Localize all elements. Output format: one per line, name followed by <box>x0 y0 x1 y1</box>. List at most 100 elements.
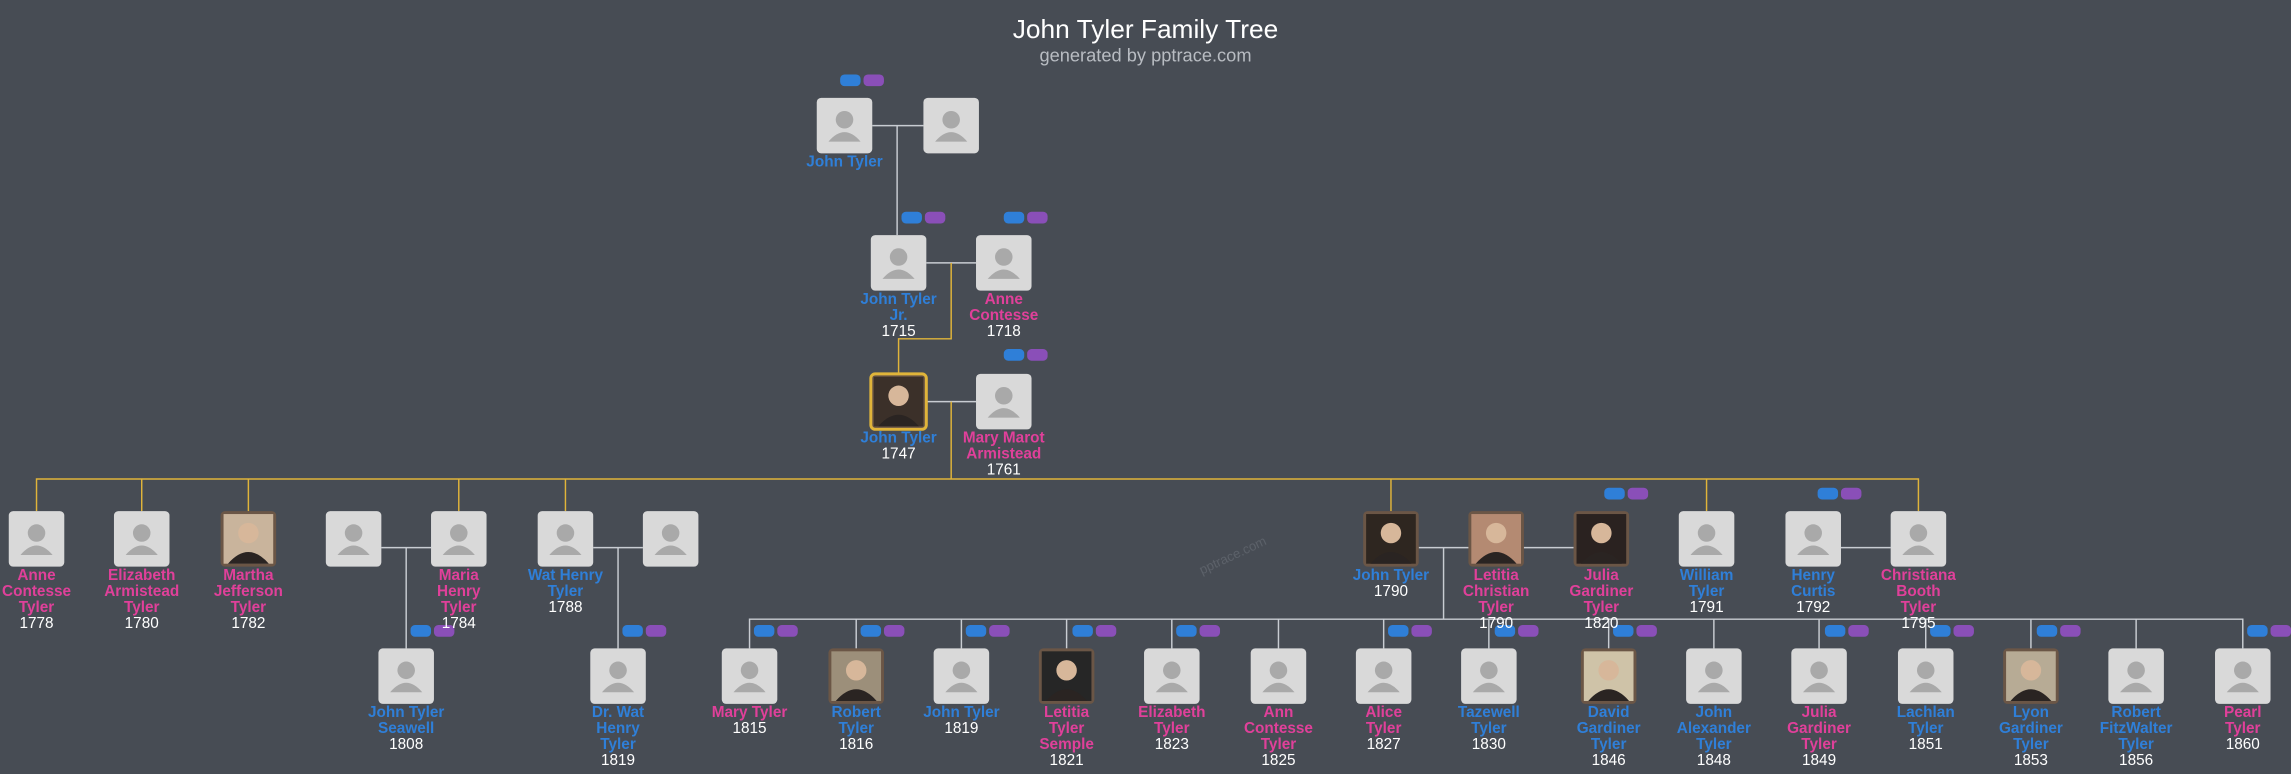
person-icon <box>450 524 468 542</box>
birth-year: 1761 <box>987 462 1021 479</box>
badge <box>1072 625 1093 637</box>
person-name: Anne Contesse <box>969 291 1038 324</box>
watermark: pptrace.com <box>1197 533 1269 577</box>
birth-year: 1825 <box>1261 752 1295 769</box>
badge <box>1411 625 1432 637</box>
person-icon <box>1697 524 1716 542</box>
badge <box>1604 487 1625 500</box>
person-name: Elizabeth Armistead Tyler <box>104 567 179 616</box>
birth-year: 1784 <box>442 615 477 632</box>
person-name: Lyon Gardiner Tyler <box>1999 704 2063 753</box>
badge <box>1199 625 1221 637</box>
person-name: Dr. Wat Henry Tyler <box>592 704 644 753</box>
person-icon <box>1155 682 1188 693</box>
connector <box>748 618 2244 649</box>
badge <box>1176 625 1197 637</box>
badge <box>433 625 455 637</box>
birth-year: 1851 <box>1909 736 1943 753</box>
badge <box>1930 625 1951 637</box>
person-name: John Tyler Jr. <box>860 291 936 324</box>
person-name: Ann Contesse Tyler <box>1244 704 1313 753</box>
person-name: Elizabeth Tyler <box>1138 704 1205 737</box>
person-icon <box>1367 682 1400 693</box>
person-icon <box>733 682 766 693</box>
person-name: John Tyler Seawell <box>368 704 444 737</box>
portrait-body <box>227 552 269 564</box>
birth-year: 1848 <box>1697 752 1731 769</box>
birth-year: 1860 <box>2226 736 2260 753</box>
person-icon <box>442 545 475 555</box>
person-name: Tazewell Tyler <box>1458 704 1520 737</box>
birth-year: 1823 <box>1155 736 1189 753</box>
person-icon <box>952 661 971 680</box>
birth-year: 1820 <box>1584 615 1618 632</box>
person-icon <box>1916 661 1935 680</box>
person-icon <box>1374 661 1393 680</box>
person-name: Anne Contesse Tyler <box>2 567 71 616</box>
badge <box>2060 625 2081 637</box>
birth-year: 1808 <box>389 736 423 753</box>
birth-year: 1718 <box>987 323 1021 340</box>
badge <box>1824 625 1846 637</box>
person-icon <box>132 524 151 542</box>
person-icon <box>1697 682 1730 693</box>
portrait-face <box>1598 660 1619 681</box>
person-icon <box>1797 545 1830 555</box>
portrait-face <box>1591 522 1612 544</box>
badge <box>860 625 882 637</box>
badge <box>1840 487 1862 500</box>
birth-year: 1790 <box>1479 615 1513 632</box>
person-icon <box>1163 661 1181 680</box>
person-name: Julia Gardiner Tyler <box>1787 704 1851 753</box>
person-icon <box>740 661 759 680</box>
person-icon <box>1804 524 1822 542</box>
birth-year: 1853 <box>2014 752 2048 769</box>
portrait-body <box>878 414 920 427</box>
badge <box>1817 487 1839 500</box>
person-icon <box>935 132 968 142</box>
birth-year: 1821 <box>1050 752 1084 769</box>
portrait-body <box>2010 689 2052 701</box>
person-icon <box>1802 682 1836 693</box>
birth-year: 1827 <box>1367 736 1401 753</box>
person-icon <box>344 524 363 542</box>
badge <box>1636 625 1657 637</box>
birth-year: 1788 <box>548 599 582 616</box>
badge <box>863 74 884 87</box>
birth-year: 1819 <box>601 752 635 769</box>
birth-year: 1819 <box>944 720 978 737</box>
badge <box>753 625 775 637</box>
person-icon <box>995 387 1013 405</box>
person-name: Martha Jefferson Tyler <box>214 567 283 616</box>
person-icon <box>1810 661 1828 680</box>
birth-year: 1830 <box>1472 736 1506 753</box>
person-name: Letitia Tyler Semple <box>1039 704 1094 753</box>
badge <box>1095 625 1117 637</box>
person-name: Wat Henry Tyler <box>528 567 604 600</box>
person-name: John Tyler <box>806 153 882 170</box>
birth-year: 1816 <box>839 736 873 753</box>
person-icon <box>882 269 915 279</box>
badge <box>1494 625 1516 637</box>
birth-year: 1747 <box>882 446 916 463</box>
badge <box>840 74 861 87</box>
person-name: Alice Tyler <box>1365 704 1402 737</box>
person-name: Pearl Tyler <box>2224 704 2262 737</box>
portrait-face <box>888 385 909 406</box>
person-name: Mary Tyler <box>712 704 788 721</box>
birth-year: 1782 <box>231 615 265 632</box>
person-icon <box>27 524 46 542</box>
birth-year: 1795 <box>1901 615 1935 632</box>
badge <box>1953 625 1974 637</box>
badge <box>924 211 946 224</box>
badge <box>2036 625 2058 637</box>
person-name: Julia Gardiner Tyler <box>1569 567 1633 616</box>
badge <box>1027 211 1048 224</box>
badge <box>777 625 798 637</box>
badge <box>1848 625 1869 637</box>
badge <box>410 625 432 637</box>
badge <box>1003 211 1025 224</box>
connector <box>897 262 952 374</box>
badge <box>2247 625 2268 637</box>
